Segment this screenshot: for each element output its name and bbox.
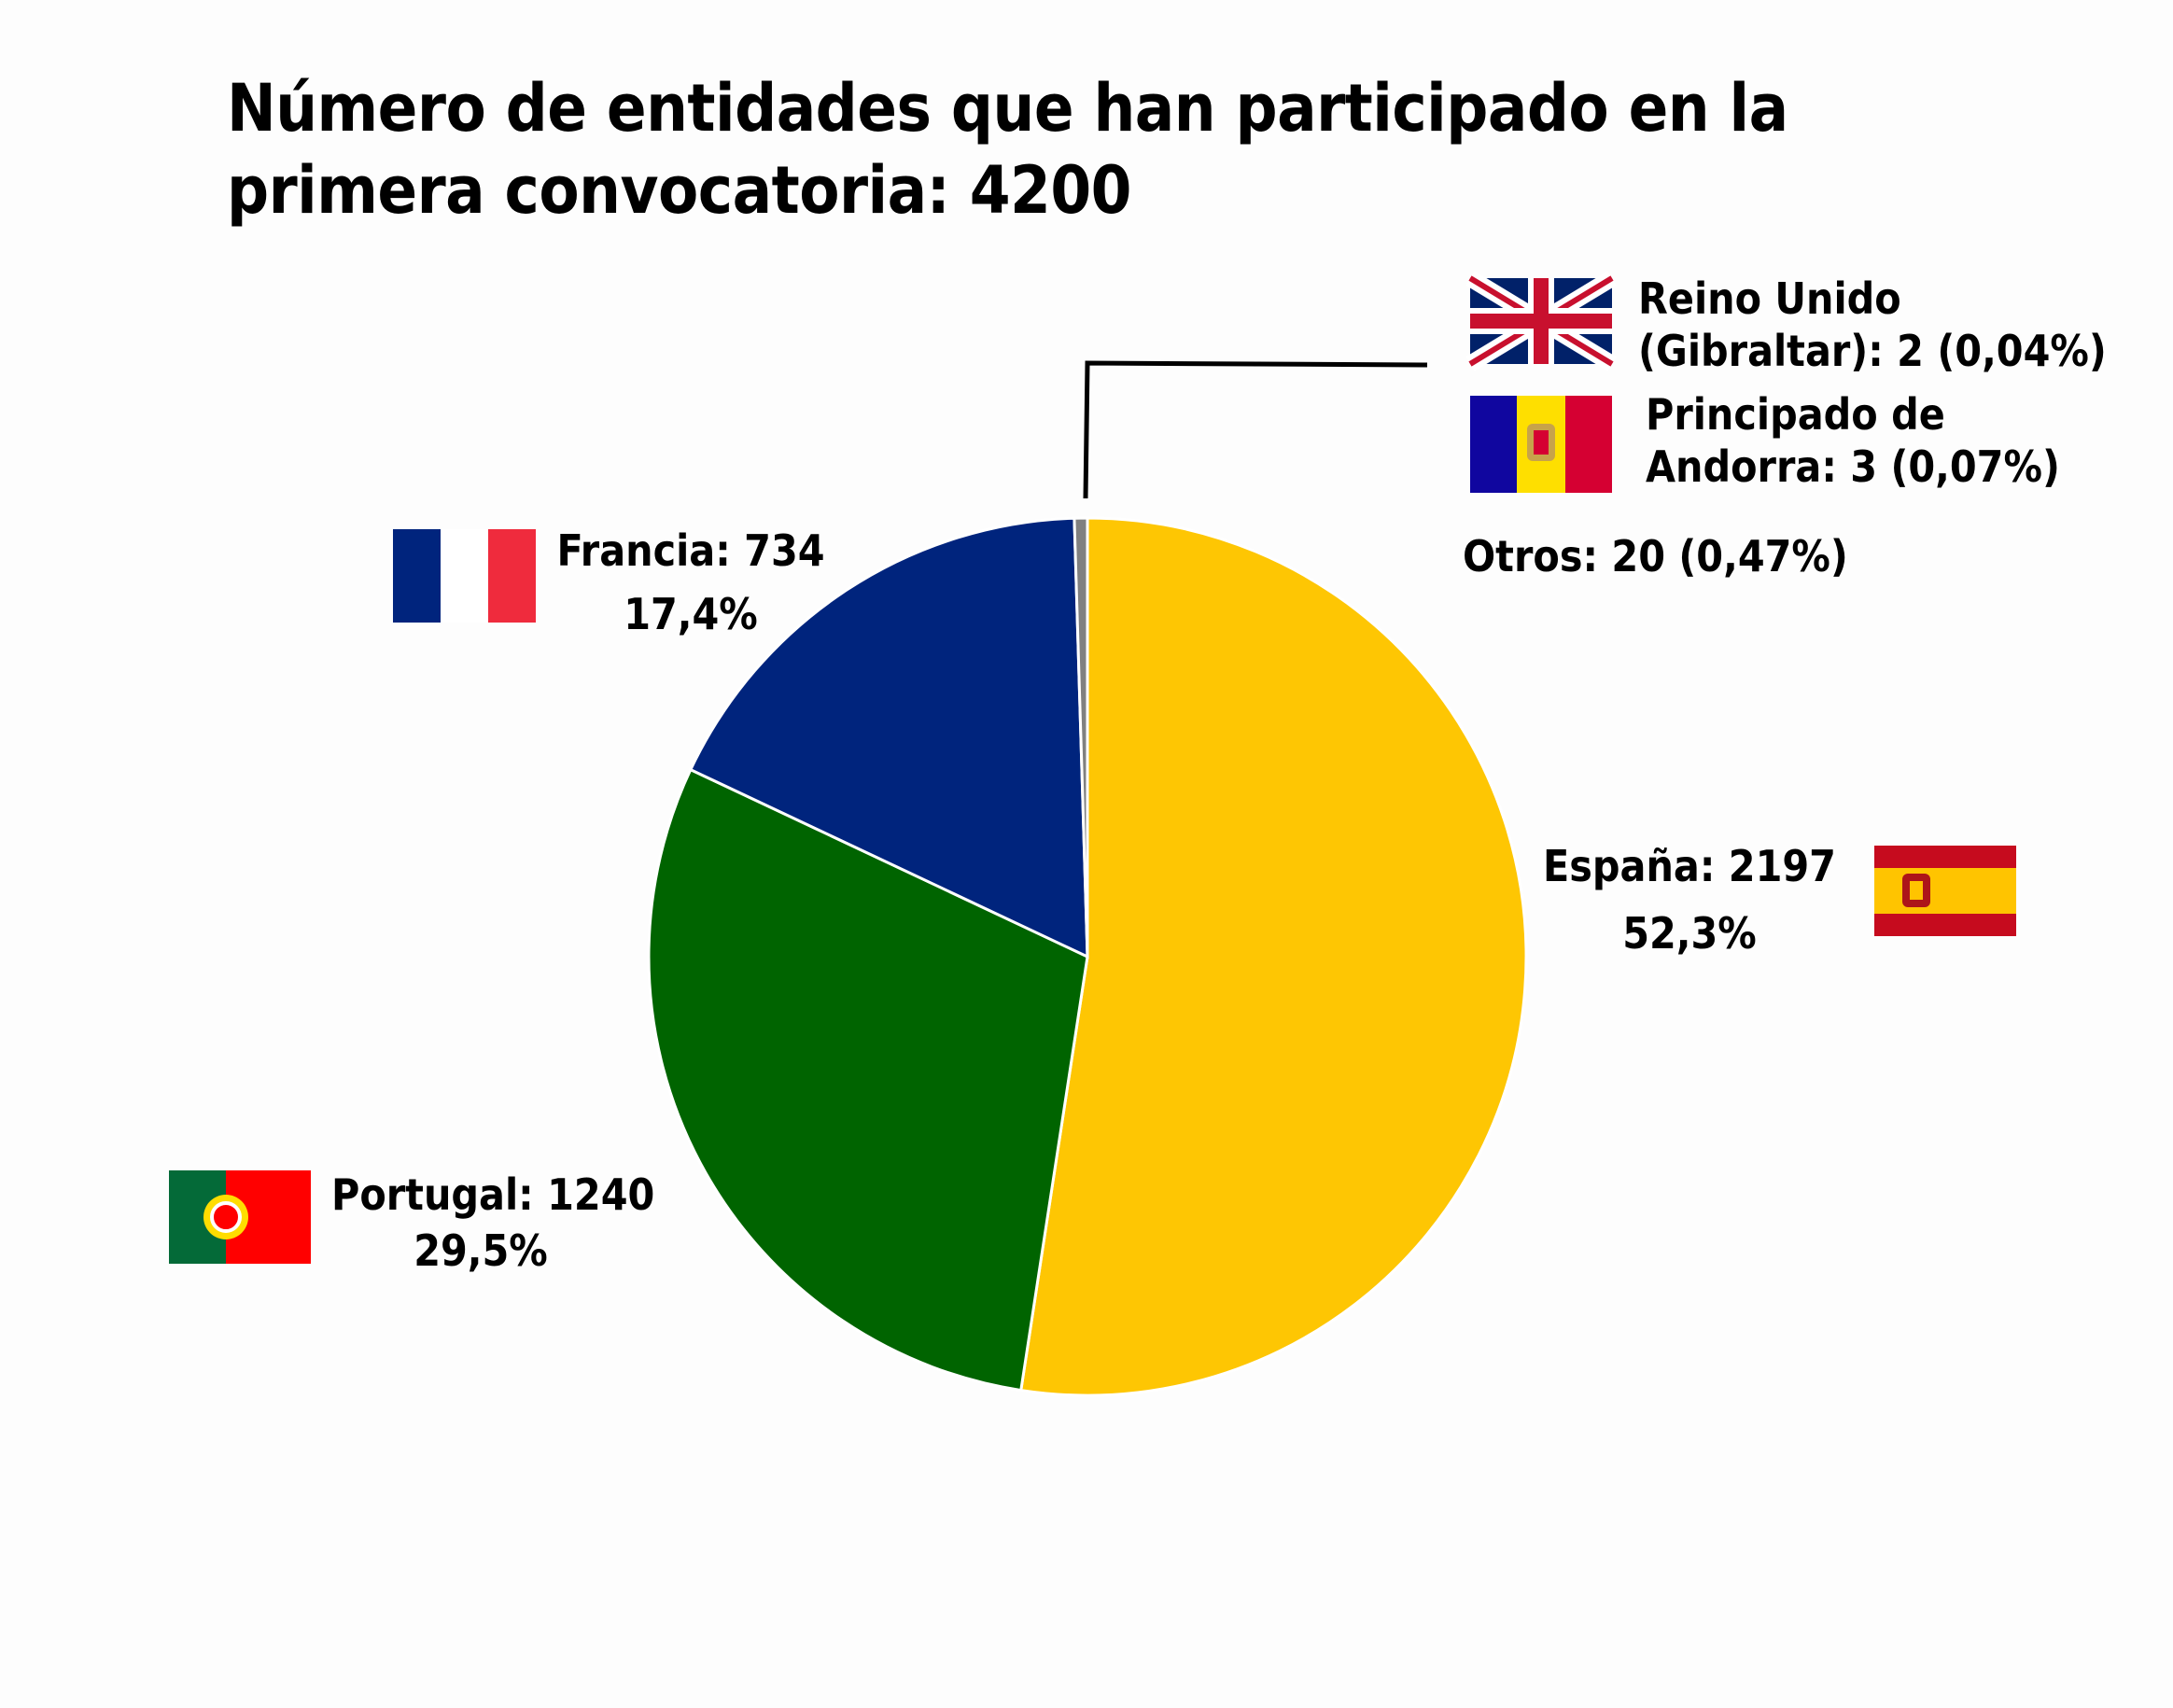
- andorra-label-line1: Principado de: [1646, 389, 1945, 440]
- espana-count-label: España: 2197: [1543, 841, 1836, 891]
- espana-label: España: 2197 52,3%: [1540, 840, 1839, 959]
- france-flag-icon: [393, 529, 536, 623]
- andorra-flag-icon: [1470, 396, 1612, 493]
- spain-flag-icon: [1874, 846, 2016, 936]
- otros-label: Otros: 20 (0,47%): [1463, 530, 1848, 582]
- pie-slice-espana: [1019, 516, 1528, 1397]
- andorra-label-line2: Andorra: 3 (0,07%): [1646, 441, 2060, 492]
- uk-label-line2: (Gibraltar): 2 (0,04%): [1638, 326, 2107, 376]
- pie-slice-francia: [688, 516, 1089, 959]
- otros-count-label: Otros: 20 (0,47%): [1463, 531, 1848, 581]
- chart-title: Número de entidades que han participado …: [227, 70, 1788, 229]
- francia-count-label: Francia: 734: [556, 525, 825, 576]
- portugal-flag-icon: [169, 1170, 311, 1264]
- francia-label: Francia: 734 17,4%: [551, 525, 831, 640]
- pie-slice-portugal: [647, 767, 1089, 1393]
- uk-label: Reino Unido (Gibraltar): 2 (0,04%): [1638, 273, 2107, 377]
- portugal-percent-label: 29,5%: [414, 1225, 548, 1276]
- portugal-count-label: Portugal: 1240: [331, 1169, 655, 1220]
- uk-label-line1: Reino Unido: [1638, 273, 1901, 324]
- uk-flag-icon: [1465, 271, 1617, 371]
- francia-percent-label: 17,4%: [624, 589, 758, 639]
- otros-leader-line: [1083, 360, 1428, 499]
- andorra-label: Principado de Andorra: 3 (0,07%): [1646, 388, 2060, 493]
- portugal-label: Portugal: 1240 29,5%: [331, 1169, 655, 1277]
- pie-slice-otros: [1072, 516, 1089, 958]
- espana-percent-label: 52,3%: [1622, 908, 1757, 959]
- pie-slices: [647, 516, 1528, 1397]
